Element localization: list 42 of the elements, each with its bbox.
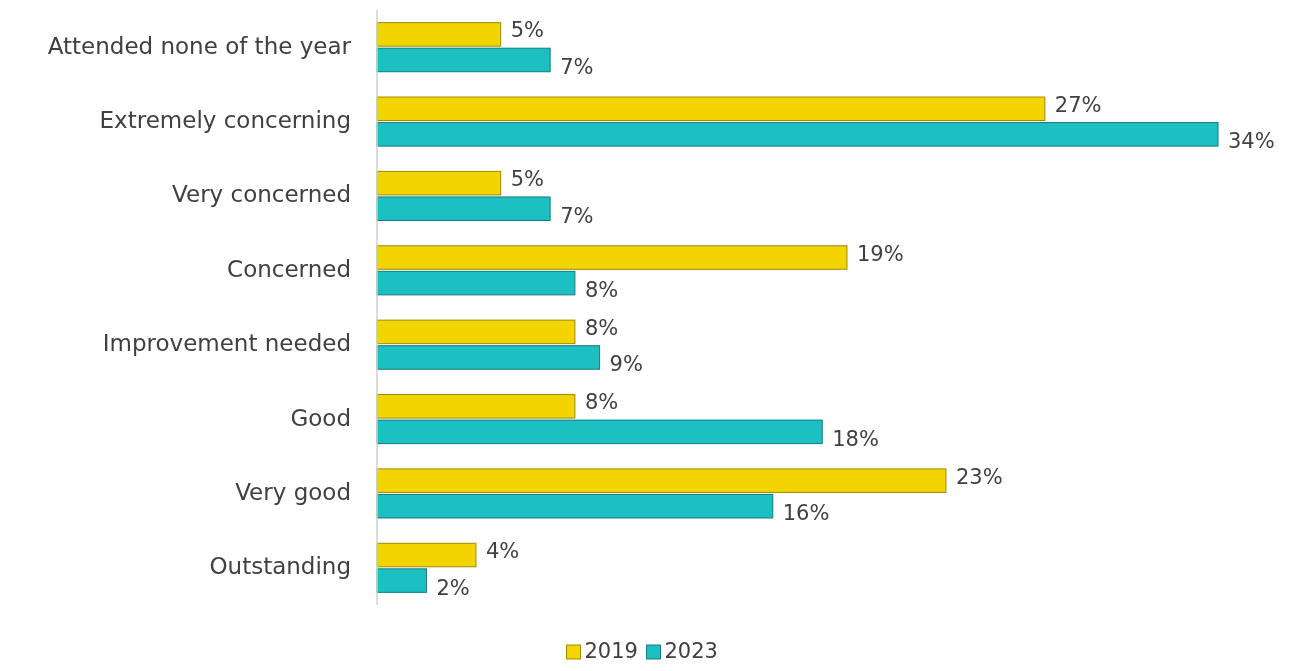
bar	[376, 542, 477, 568]
bar	[376, 319, 576, 345]
y-tick-label: Improvement needed	[102, 330, 351, 357]
legend-label: 2023	[664, 639, 718, 663]
data-label: 23%	[955, 464, 1003, 489]
data-label: 34%	[1228, 129, 1275, 154]
y-tick-label: Concerned	[227, 255, 351, 282]
data-label: 4%	[485, 539, 520, 564]
data-label: 8%	[584, 315, 619, 340]
bar	[376, 568, 427, 593]
bar	[376, 245, 848, 270]
data-label: 7%	[560, 54, 594, 79]
legend-label: 2019	[584, 639, 638, 663]
y-tick-label: Outstanding	[209, 553, 351, 580]
y-tick-label: Good	[290, 404, 351, 431]
bar	[376, 47, 551, 73]
bar	[376, 345, 601, 370]
bar	[376, 122, 1219, 147]
data-label: 5%	[510, 167, 544, 192]
bar	[376, 196, 551, 221]
data-label: 18%	[832, 426, 879, 451]
y-tick-label: Extremely concerning	[99, 107, 351, 134]
bar	[376, 270, 576, 296]
bar	[376, 468, 947, 493]
data-label: 19%	[856, 241, 904, 266]
data-label: 7%	[560, 203, 594, 228]
y-tick-label: Very concerned	[172, 181, 351, 208]
bar	[376, 22, 502, 47]
data-label: 2%	[436, 575, 470, 600]
data-label: 5%	[510, 18, 544, 43]
bar	[376, 170, 502, 196]
data-label: 8%	[584, 390, 619, 415]
data-label: 16%	[782, 501, 830, 526]
data-label: 9%	[609, 352, 643, 377]
data-label: 8%	[584, 278, 619, 303]
bar	[376, 394, 576, 419]
bar	[376, 96, 1046, 122]
bar	[376, 493, 774, 519]
y-tick-label: Very good	[235, 478, 351, 505]
y-tick-label: Attended none of the year	[47, 32, 352, 59]
data-label: 27%	[1054, 92, 1102, 117]
bar	[376, 419, 823, 445]
